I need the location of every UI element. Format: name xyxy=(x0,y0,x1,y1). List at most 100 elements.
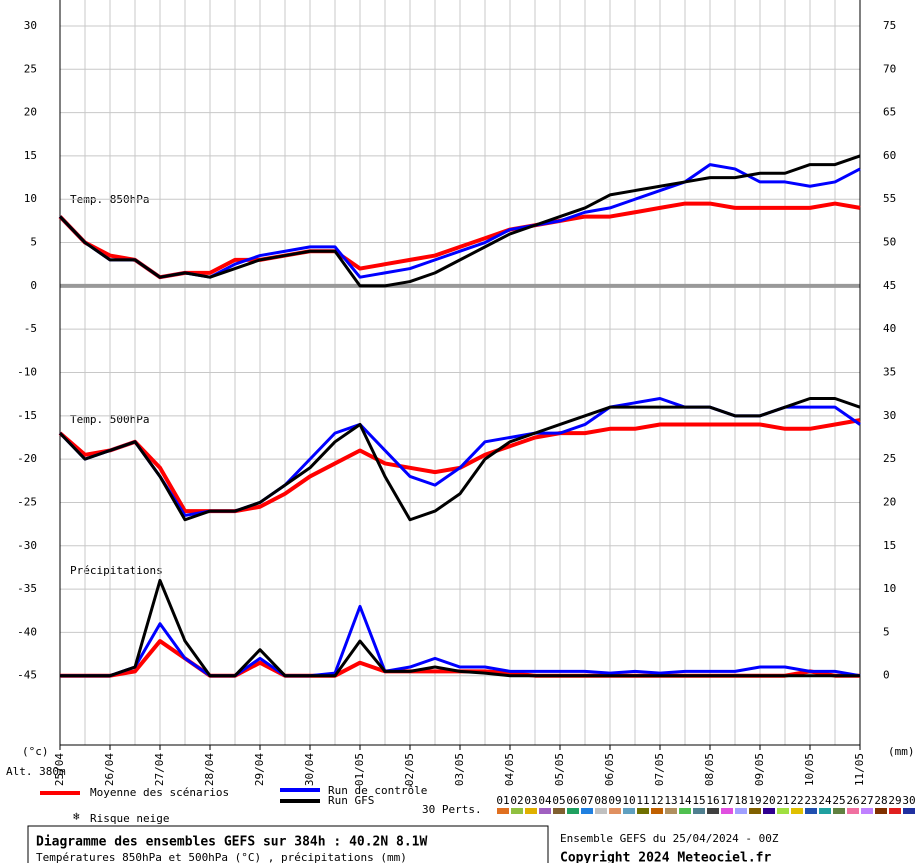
y-tick-label: -40 xyxy=(17,625,37,638)
perturbation-swatch xyxy=(791,808,803,814)
perturbation-number: 14 xyxy=(678,794,692,807)
perturbation-swatch xyxy=(651,808,663,814)
y2-tick-label: 70 xyxy=(883,62,896,75)
y2-tick-label: 50 xyxy=(883,236,896,249)
annotation: Précipitations xyxy=(70,564,163,577)
footer-title: Diagramme des ensembles GEFS sur 384h : … xyxy=(36,835,428,850)
y2-tick-label: 5 xyxy=(883,625,890,638)
footer-run: Ensemble GEFS du 25/04/2024 - 00Z xyxy=(560,832,779,845)
perturbation-number: 16 xyxy=(706,794,719,807)
perturbation-swatch xyxy=(889,808,901,814)
x-tick-label: 11/05 xyxy=(853,753,866,786)
perturbation-swatch xyxy=(539,808,551,814)
x-tick-label: 07/05 xyxy=(653,753,666,786)
y-tick-label: -45 xyxy=(17,669,37,682)
x-tick-label: 25/04 xyxy=(53,753,66,786)
perturbation-swatch xyxy=(525,808,537,814)
perturbation-number: 10 xyxy=(622,794,635,807)
perturbation-swatch xyxy=(875,808,887,814)
perturbation-number: 03 xyxy=(524,794,537,807)
y2-tick-label: 60 xyxy=(883,149,896,162)
snow-icon: ❄ xyxy=(73,810,80,823)
perturbation-swatch xyxy=(707,808,719,814)
y-tick-label: 15 xyxy=(24,149,37,162)
y2-tick-label: 20 xyxy=(883,495,896,508)
perturbation-number: 23 xyxy=(804,794,817,807)
x-tick-label: 03/05 xyxy=(453,753,466,786)
perturbation-swatch xyxy=(567,808,579,814)
perturbation-number: 26 xyxy=(846,794,859,807)
perturbation-swatch xyxy=(497,808,509,814)
perturbation-swatch xyxy=(679,808,691,814)
y2-tick-label: 15 xyxy=(883,539,896,552)
series-line xyxy=(58,154,861,288)
y-tick-label: 25 xyxy=(24,62,37,75)
x-tick-label: 26/04 xyxy=(103,753,116,786)
y-tick-label: 20 xyxy=(24,106,37,119)
x-tick-label: 06/05 xyxy=(603,753,616,786)
perturbation-number: 13 xyxy=(664,794,677,807)
perturbation-swatch xyxy=(553,808,565,814)
perturbation-number: 12 xyxy=(650,794,663,807)
y2-tick-label: 25 xyxy=(883,452,896,465)
perturbation-number: 22 xyxy=(790,794,803,807)
perturbation-number: 08 xyxy=(594,794,607,807)
perturbation-swatch xyxy=(749,808,761,814)
snow-label: Risque neige xyxy=(90,812,169,825)
perturbation-swatch xyxy=(861,808,873,814)
y-tick-label: -5 xyxy=(24,322,37,335)
perturbation-swatch xyxy=(805,808,817,814)
x-tick-label: 08/05 xyxy=(703,753,716,786)
y2-tick-label: 0 xyxy=(883,669,890,682)
y-tick-label: -30 xyxy=(17,539,37,552)
y-tick-label: -35 xyxy=(17,582,37,595)
perturbation-swatch xyxy=(511,808,523,814)
x-tick-label: 01/05 xyxy=(353,753,366,786)
perturbation-swatch xyxy=(819,808,831,814)
x-tick-label: 04/05 xyxy=(503,753,516,786)
perturbation-swatch xyxy=(847,808,859,814)
y-tick-label: 30 xyxy=(24,19,37,32)
perturbation-number: 24 xyxy=(818,794,832,807)
perturbation-number: 28 xyxy=(874,794,887,807)
perturbation-number: 20 xyxy=(762,794,775,807)
perturbation-number: 19 xyxy=(748,794,761,807)
y2-tick-label: 75 xyxy=(883,19,896,32)
perturbation-swatch xyxy=(637,808,649,814)
perturbation-swatch xyxy=(609,808,621,814)
series-line xyxy=(60,578,860,678)
footer-subtitle: Températures 850hPa et 500hPa (°C) , pré… xyxy=(36,851,407,863)
perturbation-swatch xyxy=(721,808,733,814)
perturbation-swatch xyxy=(693,808,705,814)
y-tick-label: -15 xyxy=(17,409,37,422)
perturbation-number: 21 xyxy=(776,794,789,807)
x-tick-label: 05/05 xyxy=(553,753,566,786)
perturbation-number: 30 xyxy=(902,794,915,807)
y-tick-label: 0 xyxy=(30,279,37,292)
legend-label: Run de contrôle xyxy=(328,784,427,797)
y2-axis-label: (mm) xyxy=(888,745,915,758)
perturbation-number: 06 xyxy=(566,794,579,807)
x-tick-label: 28/04 xyxy=(203,753,216,786)
perturbation-number: 15 xyxy=(692,794,705,807)
y-tick-label: 10 xyxy=(24,192,37,205)
legend-label: Run GFS xyxy=(328,794,374,807)
perturbation-label: 30 Perts. xyxy=(422,803,482,816)
y-tick-label: -25 xyxy=(17,495,37,508)
x-tick-label: 27/04 xyxy=(153,753,166,786)
y-axis-label: (°c) xyxy=(22,745,49,758)
perturbation-number: 01 xyxy=(496,794,509,807)
perturbation-number: 17 xyxy=(720,794,733,807)
perturbation-number: 02 xyxy=(510,794,523,807)
legend-label: Moyenne des scénarios xyxy=(90,786,229,799)
perturbation-swatch xyxy=(903,808,915,814)
x-tick-label: 30/04 xyxy=(303,753,316,786)
y2-tick-label: 40 xyxy=(883,322,896,335)
x-tick-label: 29/04 xyxy=(253,753,266,786)
perturbation-swatch xyxy=(735,808,747,814)
perturbation-swatch xyxy=(763,808,775,814)
perturbation-number: 18 xyxy=(734,794,747,807)
perturbation-number: 07 xyxy=(580,794,593,807)
y2-tick-label: 30 xyxy=(883,409,896,422)
perturbation-number: 11 xyxy=(636,794,649,807)
